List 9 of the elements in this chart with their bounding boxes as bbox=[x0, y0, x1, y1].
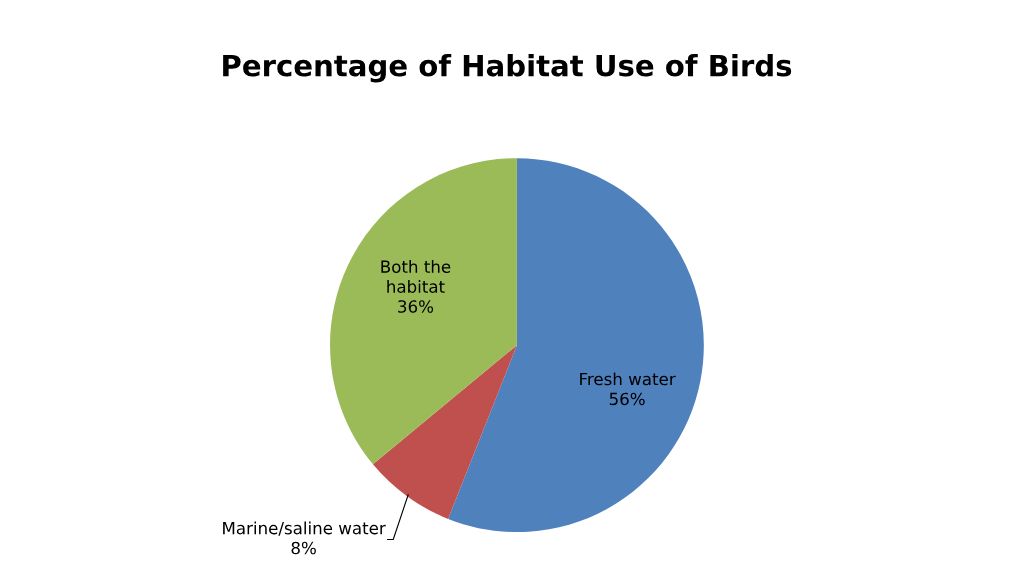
slice-label: Fresh water bbox=[580, 372, 676, 386]
pie-slice bbox=[372, 345, 517, 519]
slice-label: Marine/saline water bbox=[223, 521, 386, 536]
data-label: 36% bbox=[398, 300, 434, 313]
data-label: 56% bbox=[609, 392, 645, 406]
chart-title: Percentage of Habitat Use of Birds bbox=[223, 53, 792, 83]
slice-label: Both the habitat bbox=[381, 260, 451, 293]
data-label: 8% bbox=[291, 541, 316, 555]
pie-slice bbox=[330, 158, 517, 465]
